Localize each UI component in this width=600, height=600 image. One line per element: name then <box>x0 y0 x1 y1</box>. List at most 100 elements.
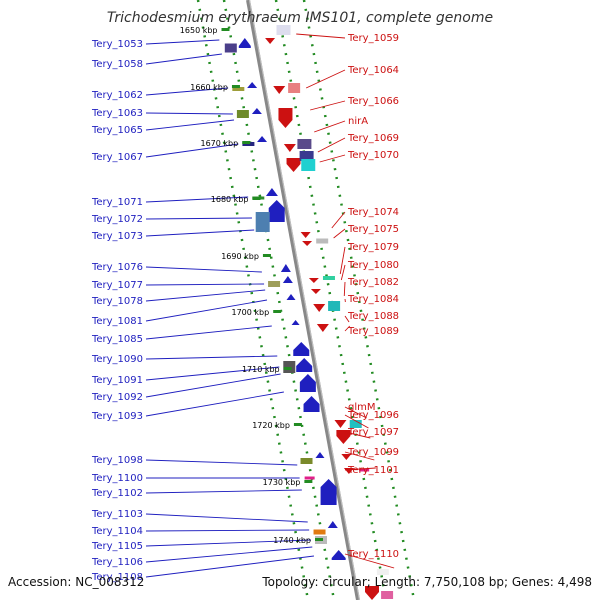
gene-label-tery-1100[interactable]: Tery_1100 <box>91 473 143 484</box>
gene-label-tery-1092[interactable]: Tery_1092 <box>91 392 143 403</box>
gene-label-tery-1077[interactable]: Tery_1077 <box>91 280 143 291</box>
reverse-gene-glyph <box>302 241 313 246</box>
forward-gene-glyph <box>331 550 346 560</box>
gene-labels[interactable]: Tery_1053 Tery_1058 Tery_1062 Tery_1063 Tery… <box>91 33 399 583</box>
leader-line <box>305 69 346 89</box>
forward-gene-glyph <box>299 374 316 392</box>
leader-line <box>145 266 262 273</box>
gene-label-tery-1099[interactable]: Tery_1099 <box>347 447 399 458</box>
gene-label-tery-1074[interactable]: Tery_1074 <box>347 207 399 218</box>
gene-label-tery-1084[interactable]: Tery_1084 <box>347 294 399 305</box>
forward-misc-feature <box>313 529 326 535</box>
leader-line <box>333 228 346 239</box>
leader-line <box>145 87 229 96</box>
scale-label: 1650 kbp <box>180 26 218 35</box>
reverse-misc-feature <box>359 468 370 472</box>
reverse-gene-glyph <box>283 144 296 152</box>
forward-misc-feature <box>255 212 270 232</box>
gene-label-tery-1076[interactable]: Tery_1076 <box>91 262 143 273</box>
gene-label-tery-1072[interactable]: Tery_1072 <box>91 214 143 225</box>
gene-label-tery-1053[interactable]: Tery_1053 <box>91 39 143 50</box>
reverse-gene-glyph <box>278 108 293 128</box>
gene-label-tery-1098[interactable]: Tery_1098 <box>91 455 143 466</box>
reverse-gene-glyph <box>313 304 326 312</box>
forward-gene-glyph <box>286 294 296 300</box>
genome-summary: Topology: circular; Length: 7,750,108 bp… <box>261 575 592 589</box>
reverse-misc-feature <box>381 591 394 599</box>
leader-line <box>145 119 235 131</box>
gene-label-tery-1096[interactable]: Tery_1096 <box>347 410 399 421</box>
gene-label-tery-1069[interactable]: Tery_1069 <box>347 133 399 144</box>
leader-line <box>319 154 346 163</box>
gene-label-glmm[interactable]: glmM <box>348 402 376 413</box>
gene-label-tery-1091[interactable]: Tery_1091 <box>91 375 143 386</box>
scale-tick <box>293 423 302 426</box>
forward-gene-glyph <box>247 82 258 88</box>
scale-label: 1690 kbp <box>221 252 259 261</box>
reverse-misc-feature <box>301 159 316 171</box>
forward-gene-glyph <box>303 396 320 412</box>
forward-gene-glyph <box>320 479 337 505</box>
gene-label-tery-1103[interactable]: Tery_1103 <box>91 509 143 520</box>
forward-gene-glyph <box>315 452 325 458</box>
reverse-gene-glyph <box>310 289 321 294</box>
gene-label-tery-1078[interactable]: Tery_1078 <box>91 296 143 307</box>
gene-label-tery-1080[interactable]: Tery_1080 <box>347 260 399 271</box>
gene-label-tery-1070[interactable]: Tery_1070 <box>347 150 399 161</box>
gene-label-tery-1071[interactable]: Tery_1071 <box>91 197 143 208</box>
leader-line <box>145 53 222 65</box>
gene-label-tery-1065[interactable]: Tery_1065 <box>91 125 143 136</box>
gene-features <box>224 25 394 600</box>
reverse-gene-glyph <box>341 454 352 460</box>
gene-label-tery-1081[interactable]: Tery_1081 <box>91 316 143 327</box>
leader-line <box>145 529 310 532</box>
gene-label-tery-1093[interactable]: Tery_1093 <box>91 411 143 422</box>
leader-line <box>145 143 239 158</box>
reverse-gene-glyph <box>334 420 347 428</box>
leader-line <box>310 100 346 111</box>
gene-label-tery-1104[interactable]: Tery_1104 <box>91 526 143 537</box>
gene-label-tery-1067[interactable]: Tery_1067 <box>91 152 143 163</box>
gene-label-tery-1089[interactable]: Tery_1089 <box>347 326 399 337</box>
gene-label-tery-1059[interactable]: Tery_1059 <box>347 33 399 44</box>
leader-line <box>344 451 375 461</box>
gene-label-tery-1058[interactable]: Tery_1058 <box>91 59 143 70</box>
scale-label: 1700 kbp <box>231 308 269 317</box>
gene-label-tery-1085[interactable]: Tery_1085 <box>91 334 143 345</box>
leader-line <box>145 299 268 322</box>
forward-gene-glyph <box>257 136 268 142</box>
gene-label-nira[interactable]: nirA <box>348 116 368 127</box>
gene-label-tery-1106[interactable]: Tery_1106 <box>91 557 143 568</box>
gene-label-tery-1108[interactable]: Tery_1108 <box>91 572 143 583</box>
scale-label: 1740 kbp <box>273 536 311 545</box>
gene-label-tery-1105[interactable]: Tery_1105 <box>91 541 143 552</box>
gene-label-tery-1082[interactable]: Tery_1082 <box>347 277 399 288</box>
reverse-misc-feature <box>322 276 335 280</box>
gene-label-tery-1097[interactable]: Tery_1097 <box>347 427 399 438</box>
forward-gene-glyph <box>293 342 310 356</box>
gene-label-tery-1063[interactable]: Tery_1063 <box>91 108 143 119</box>
gene-label-tery-1090[interactable]: Tery_1090 <box>91 354 143 365</box>
leader-line <box>145 229 255 237</box>
forward-gene-glyph <box>296 358 313 372</box>
gene-label-tery-1102[interactable]: Tery_1102 <box>91 488 143 499</box>
scale-tick <box>231 85 240 88</box>
scale-label: 1680 kbp <box>211 195 249 204</box>
reverse-gene-glyph <box>300 232 311 238</box>
forward-misc-feature <box>268 281 281 287</box>
gene-label-tery-1101[interactable]: Tery_1101 <box>347 465 399 476</box>
reverse-misc-feature <box>299 151 314 161</box>
gene-label-tery-1075[interactable]: Tery_1075 <box>347 224 399 235</box>
backbone-line <box>246 0 360 600</box>
reverse-gene-glyph <box>286 158 301 172</box>
gene-label-tery-1088[interactable]: Tery_1088 <box>347 311 399 322</box>
gene-label-tery-1073[interactable]: Tery_1073 <box>91 231 143 242</box>
gene-label-tery-1064[interactable]: Tery_1064 <box>347 65 399 76</box>
gene-label-tery-1066[interactable]: Tery_1066 <box>347 96 399 107</box>
reverse-misc-feature <box>376 569 389 575</box>
gene-label-tery-1110[interactable]: Tery_1110 <box>347 549 399 560</box>
leader-line <box>145 325 272 340</box>
gene-label-tery-1079[interactable]: Tery_1079 <box>347 242 399 253</box>
gene-label-tery-1062[interactable]: Tery_1062 <box>91 90 143 101</box>
forward-misc-feature <box>236 110 249 118</box>
